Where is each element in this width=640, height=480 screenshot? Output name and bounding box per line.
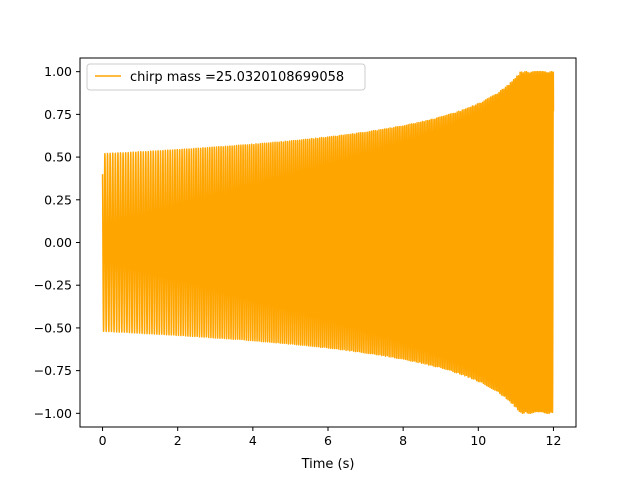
legend-label: chirp mass =25.0320108699058 — [130, 70, 344, 85]
x-tick-label: 0 — [99, 433, 107, 448]
y-tick-label: 1.00 — [44, 64, 72, 79]
legend-box — [86, 63, 366, 91]
y-tick-label: −0.50 — [34, 320, 72, 335]
x-tick-label: 8 — [399, 433, 407, 448]
x-axis-ticks: 0 2 4 6 8 10 12 — [99, 427, 562, 448]
x-tick-label: 4 — [249, 433, 257, 448]
y-tick-label: 0.50 — [44, 150, 72, 165]
y-tick-label: −1.00 — [34, 406, 72, 421]
x-tick-label: 10 — [470, 433, 486, 448]
x-axis-label: Time (s) — [301, 457, 355, 472]
series-line-chirp — [101, 70, 555, 415]
x-tick-label: 2 — [174, 433, 182, 448]
y-tick-label: 0.00 — [44, 235, 72, 250]
y-tick-label: 0.75 — [44, 107, 72, 122]
y-tick-label: −0.25 — [34, 278, 72, 293]
legend: chirp mass =25.0320108699058 — [86, 63, 366, 91]
y-tick-label: −0.75 — [34, 363, 72, 378]
y-axis-ticks: 1.00 0.75 0.50 0.25 0.00 −0.25 −0.50 −0.75 −1.00 — [34, 64, 80, 421]
y-tick-label: 0.25 — [44, 192, 72, 207]
x-tick-label: 6 — [324, 433, 332, 448]
x-tick-label: 12 — [546, 433, 562, 448]
plot-area — [101, 70, 555, 415]
